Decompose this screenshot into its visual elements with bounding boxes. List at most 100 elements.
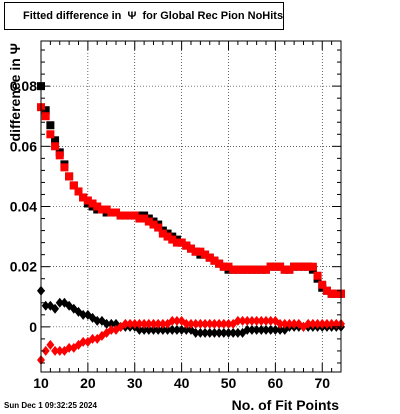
x-tick-label: 20: [80, 375, 96, 391]
x-tick-label: 50: [221, 375, 237, 391]
axes: 10 20 30 40 50 60 70 0 0.02 0.04 0.06 0.08: [10, 41, 342, 391]
data-point: [41, 300, 50, 311]
data-point: [107, 318, 116, 329]
x-tick-label: 10: [33, 375, 49, 391]
data-point: [252, 324, 261, 335]
y-tick-label: 0: [29, 319, 37, 335]
data-point: [247, 265, 256, 274]
data-point: [276, 318, 285, 329]
data-point: [304, 262, 313, 271]
data-point: [243, 324, 252, 335]
data-point: [304, 318, 313, 329]
data-point: [233, 265, 242, 274]
y-tick-label: 0.02: [10, 259, 37, 275]
data-point: [285, 265, 294, 274]
data-point: [126, 318, 135, 329]
data-point: [93, 202, 102, 211]
data-point: [233, 315, 242, 326]
data-point: [154, 223, 163, 232]
data-point: [79, 193, 88, 202]
data-point: [154, 324, 163, 335]
data-point: [140, 214, 149, 223]
data-point: [243, 315, 252, 326]
data-point: [51, 136, 60, 145]
data-point: [149, 324, 158, 335]
data-point: [88, 199, 97, 208]
data-point: [83, 196, 92, 205]
data-point: [322, 286, 331, 295]
data-point: [215, 318, 224, 329]
data-point: [107, 208, 116, 217]
data-point: [294, 262, 303, 271]
data-point: [158, 324, 167, 335]
y-axis-label: difference in Ψ: [7, 43, 23, 141]
data-point: [285, 318, 294, 329]
data-layer: [37, 82, 345, 365]
data-point: [332, 318, 341, 329]
x-axis-label: No. of Fit Points: [232, 397, 340, 413]
timestamp: Sun Dec 1 09:32:25 2024: [4, 401, 97, 410]
data-point: [55, 297, 64, 308]
data-point: [191, 318, 200, 329]
data-point: [144, 217, 153, 226]
data-point: [168, 315, 177, 326]
data-point: [41, 112, 50, 121]
data-point: [308, 318, 317, 329]
data-point: [182, 324, 191, 335]
data-point: [196, 247, 205, 256]
data-point: [121, 211, 130, 220]
data-point: [182, 241, 191, 250]
data-point: [46, 121, 55, 130]
data-point: [257, 324, 266, 335]
data-point: [224, 327, 233, 338]
x-tick-label: 30: [127, 375, 143, 391]
data-point: [172, 324, 181, 335]
data-point: [41, 345, 50, 356]
data-point: [308, 262, 317, 271]
data-point: [266, 262, 275, 271]
series-2: [37, 103, 345, 298]
data-point: [172, 238, 181, 247]
data-point: [55, 151, 64, 160]
data-point: [210, 318, 219, 329]
data-point: [262, 324, 270, 335]
data-point: [149, 318, 158, 329]
data-point: [280, 265, 289, 274]
series-4: [37, 315, 345, 365]
data-point: [318, 318, 327, 329]
data-point: [79, 309, 88, 320]
chart-title: Fitted difference in Ψ for Global Rec Pi…: [4, 2, 284, 30]
data-point: [191, 327, 200, 338]
data-point: [69, 181, 78, 190]
data-point: [262, 315, 270, 326]
data-point: [88, 333, 97, 344]
data-point: [140, 324, 149, 335]
data-point: [290, 262, 299, 271]
data-point: [276, 324, 285, 335]
data-point: [191, 247, 200, 256]
data-point: [238, 315, 247, 326]
data-point: [140, 318, 149, 329]
data-point: [243, 265, 252, 274]
data-point: [247, 315, 256, 326]
data-point: [205, 253, 214, 262]
data-point: [210, 256, 219, 265]
data-point: [168, 324, 177, 335]
data-point: [201, 318, 210, 329]
data-point: [130, 318, 139, 329]
data-point: [79, 336, 88, 347]
data-point: [229, 265, 238, 274]
data-point: [322, 318, 331, 329]
data-point: [299, 262, 308, 271]
data-point: [219, 318, 228, 329]
data-point: [201, 250, 210, 259]
data-point: [290, 318, 299, 329]
data-point: [135, 214, 144, 223]
data-point: [102, 318, 111, 329]
y-tick-label: 0.08: [10, 78, 37, 94]
data-point: [327, 318, 336, 329]
data-point: [252, 315, 261, 326]
data-point: [318, 280, 327, 289]
data-point: [107, 324, 116, 335]
data-point: [271, 262, 280, 271]
